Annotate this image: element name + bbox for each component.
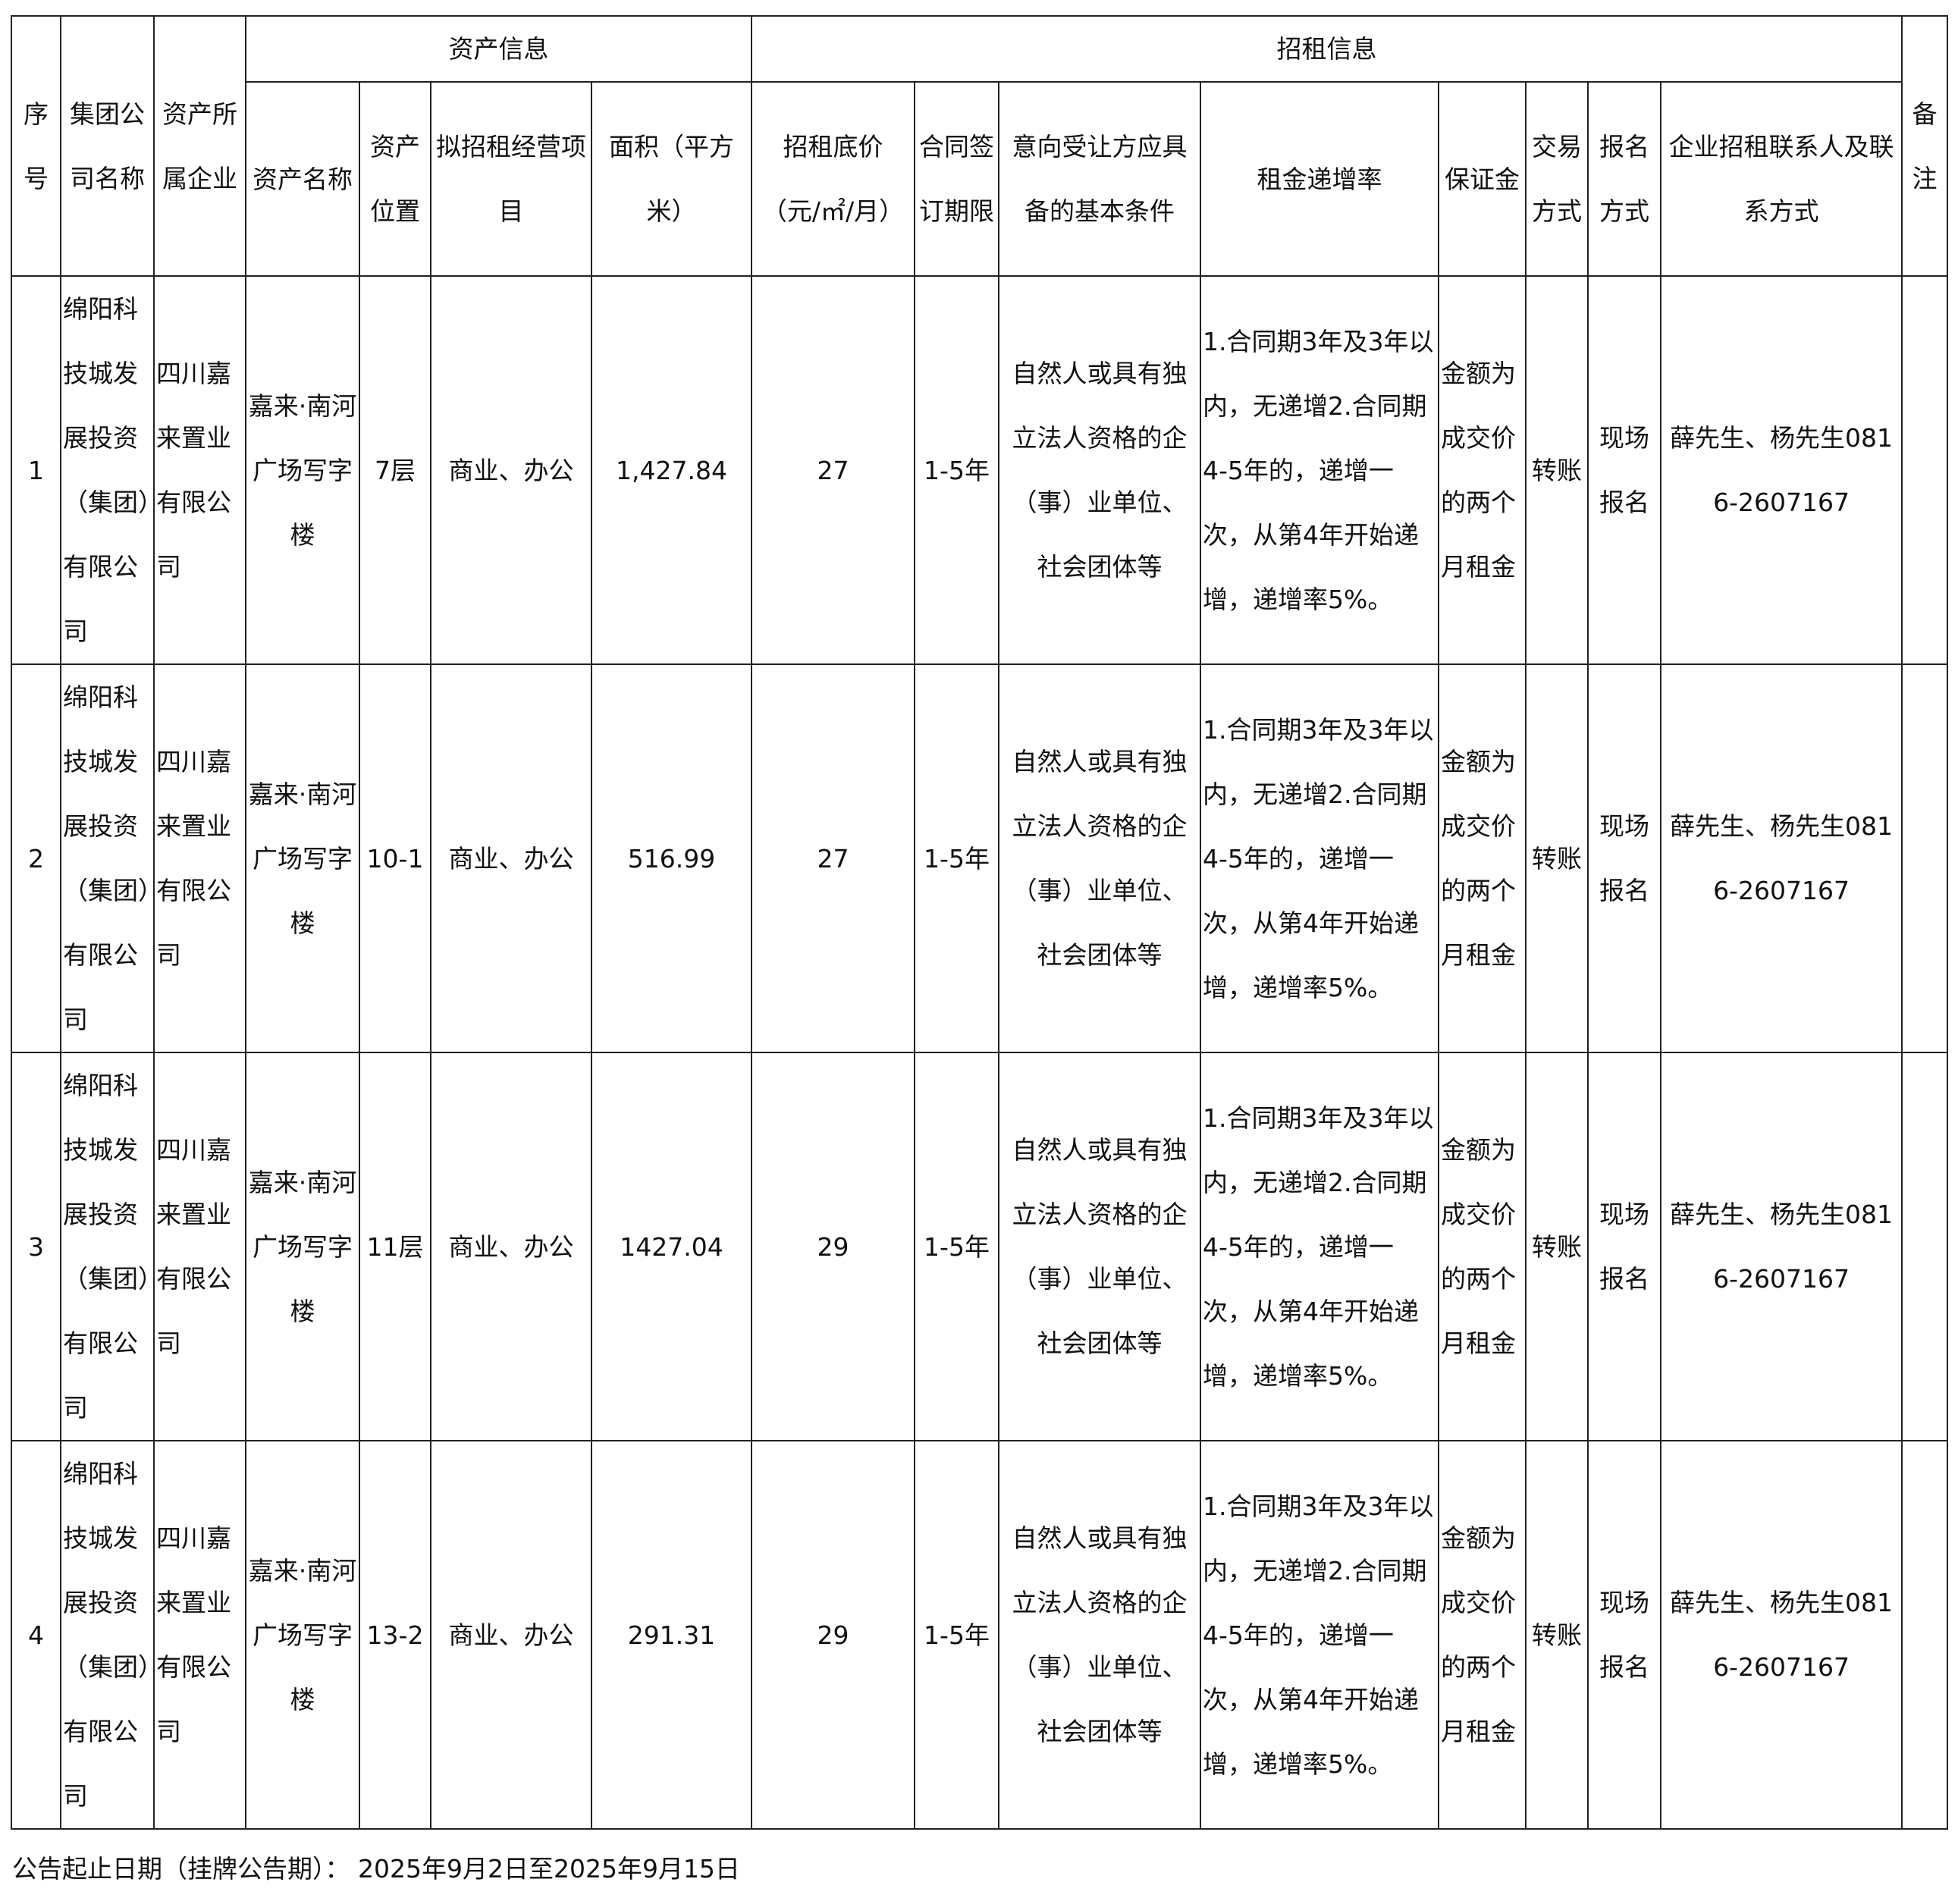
cell-asset-name: 嘉来·南河广场写字楼 (245, 1440, 360, 1830)
table-row: 1 绵阳科技城发展投资（集团）有限公司 四川嘉来置业有限公司 嘉来·南河广场写字楼 7层… (11, 275, 1948, 665)
cell-base-price: 27 (751, 275, 915, 665)
cell-base-price: 27 (751, 663, 915, 1053)
cell-transaction-method: 转账 (1525, 275, 1589, 665)
cell-contact: 薛先生、杨先生0816-2607167 (1660, 1052, 1903, 1441)
cell-remarks (1901, 1440, 1948, 1830)
header-owner-company: 资产所属企业 (153, 15, 246, 277)
cell-remarks (1901, 1052, 1948, 1441)
cell-remarks (1901, 275, 1948, 665)
table-row: 4 绵阳科技城发展投资（集团）有限公司 四川嘉来置业有限公司 嘉来·南河广场写字楼 13… (11, 1440, 1948, 1830)
header-contract-term: 合同签订期限 (914, 81, 999, 277)
cell-asset-name: 嘉来·南河广场写字楼 (245, 275, 360, 665)
cell-group-company: 绵阳科技城发展投资（集团）有限公司 (60, 1440, 155, 1830)
cell-seq: 1 (11, 275, 61, 665)
cell-group-company: 绵阳科技城发展投资（集团）有限公司 (60, 1052, 155, 1441)
cell-business-item: 商业、办公 (430, 1440, 592, 1830)
cell-remarks (1901, 663, 1948, 1053)
header-registration-method: 报名方式 (1587, 81, 1661, 277)
cell-rent-increase: 1.合同期3年及3年以内，无递增2.合同期4-5年的，递增一次，从第4年开始递增… (1200, 1440, 1439, 1830)
cell-deposit: 金额为成交价的两个月租金 (1438, 1440, 1527, 1830)
cell-conditions: 自然人或具有独立法人资格的企（事）业单位、社会团体等 (998, 1052, 1201, 1441)
announcement-period: 公告起止日期（挂牌公告期）： 2025年9月2日至2025年9月15日 (12, 1854, 740, 1884)
cell-rent-increase: 1.合同期3年及3年以内，无递增2.合同期4-5年的，递增一次，从第4年开始递增… (1200, 275, 1439, 665)
header-asset-info: 资产信息 (245, 15, 752, 83)
cell-contact: 薛先生、杨先生0816-2607167 (1660, 663, 1903, 1053)
cell-registration-method: 现场报名 (1587, 663, 1661, 1053)
cell-base-price: 29 (751, 1440, 915, 1830)
cell-area: 516.99 (591, 663, 752, 1053)
cell-deposit: 金额为成交价的两个月租金 (1438, 1052, 1527, 1441)
header-conditions: 意向受让方应具备的基本条件 (998, 81, 1201, 277)
lease-table: 序号 集团公司名称 资产所属企业 资产信息 招租信息 备注 资产名称 资产位置 … (11, 15, 1948, 1830)
cell-business-item: 商业、办公 (430, 663, 592, 1053)
cell-asset-name: 嘉来·南河广场写字楼 (245, 1052, 360, 1441)
cell-asset-location: 10-1 (359, 663, 431, 1053)
cell-deposit: 金额为成交价的两个月租金 (1438, 275, 1527, 665)
cell-registration-method: 现场报名 (1587, 1440, 1661, 1830)
cell-seq: 2 (11, 663, 61, 1053)
cell-area: 291.31 (591, 1440, 752, 1830)
header-rent-increase: 租金递增率 (1200, 81, 1439, 277)
cell-group-company: 绵阳科技城发展投资（集团）有限公司 (60, 663, 155, 1053)
cell-owner-company: 四川嘉来置业有限公司 (153, 1052, 246, 1441)
table-row: 3 绵阳科技城发展投资（集团）有限公司 四川嘉来置业有限公司 嘉来·南河广场写字楼 11… (11, 1052, 1948, 1441)
header-transaction-method: 交易方式 (1525, 81, 1589, 277)
cell-owner-company: 四川嘉来置业有限公司 (153, 663, 246, 1053)
header-area: 面积（平方米） (591, 81, 752, 277)
cell-seq: 3 (11, 1052, 61, 1441)
cell-conditions: 自然人或具有独立法人资格的企（事）业单位、社会团体等 (998, 663, 1201, 1053)
cell-contact: 薛先生、杨先生0816-2607167 (1660, 275, 1903, 665)
cell-contract-term: 1-5年 (914, 275, 999, 665)
cell-registration-method: 现场报名 (1587, 275, 1661, 665)
cell-area: 1427.04 (591, 1052, 752, 1441)
header-seq: 序号 (11, 15, 61, 277)
cell-transaction-method: 转账 (1525, 663, 1589, 1053)
cell-registration-method: 现场报名 (1587, 1052, 1661, 1441)
cell-business-item: 商业、办公 (430, 1052, 592, 1441)
header-asset-location: 资产位置 (359, 81, 431, 277)
cell-contact: 薛先生、杨先生0816-2607167 (1660, 1440, 1903, 1830)
header-contact: 企业招租联系人及联系方式 (1660, 81, 1903, 277)
cell-asset-location: 11层 (359, 1052, 431, 1441)
cell-transaction-method: 转账 (1525, 1052, 1589, 1441)
cell-area: 1,427.84 (591, 275, 752, 665)
cell-asset-location: 7层 (359, 275, 431, 665)
header-deposit: 保证金 (1438, 81, 1527, 277)
cell-owner-company: 四川嘉来置业有限公司 (153, 275, 246, 665)
cell-rent-increase: 1.合同期3年及3年以内，无递增2.合同期4-5年的，递增一次，从第4年开始递增… (1200, 1052, 1439, 1441)
cell-conditions: 自然人或具有独立法人资格的企（事）业单位、社会团体等 (998, 1440, 1201, 1830)
cell-contract-term: 1-5年 (914, 663, 999, 1053)
cell-deposit: 金额为成交价的两个月租金 (1438, 663, 1527, 1053)
header-remarks: 备注 (1901, 15, 1948, 277)
cell-asset-name: 嘉来·南河广场写字楼 (245, 663, 360, 1053)
cell-business-item: 商业、办公 (430, 275, 592, 665)
cell-contract-term: 1-5年 (914, 1052, 999, 1441)
header-group-company: 集团公司名称 (60, 15, 155, 277)
header-business-item: 拟招租经营项目 (430, 81, 592, 277)
cell-transaction-method: 转账 (1525, 1440, 1589, 1830)
cell-base-price: 29 (751, 1052, 915, 1441)
cell-contract-term: 1-5年 (914, 1440, 999, 1830)
header-base-price: 招租底价（元/㎡/月） (751, 81, 915, 277)
cell-group-company: 绵阳科技城发展投资（集团）有限公司 (60, 275, 155, 665)
cell-owner-company: 四川嘉来置业有限公司 (153, 1440, 246, 1830)
cell-conditions: 自然人或具有独立法人资格的企（事）业单位、社会团体等 (998, 275, 1201, 665)
cell-seq: 4 (11, 1440, 61, 1830)
cell-rent-increase: 1.合同期3年及3年以内，无递增2.合同期4-5年的，递增一次，从第4年开始递增… (1200, 663, 1439, 1053)
table-row: 2 绵阳科技城发展投资（集团）有限公司 四川嘉来置业有限公司 嘉来·南河广场写字楼 10… (11, 663, 1948, 1053)
header-asset-name: 资产名称 (245, 81, 360, 277)
cell-asset-location: 13-2 (359, 1440, 431, 1830)
header-lease-info: 招租信息 (751, 15, 1903, 83)
